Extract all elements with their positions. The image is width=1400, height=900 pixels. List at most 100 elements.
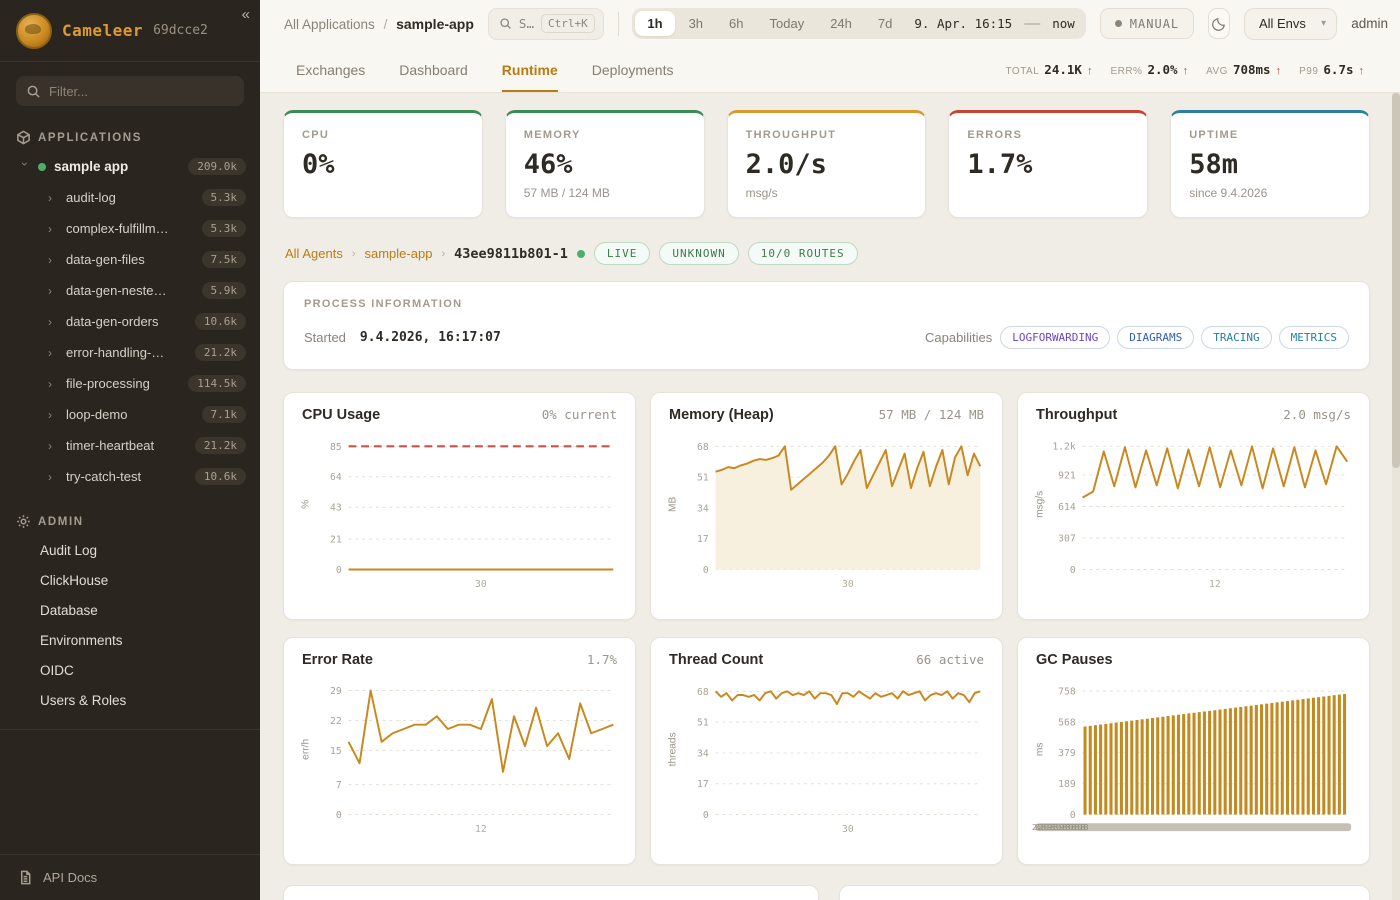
user-label[interactable]: admin [1351,16,1388,31]
sidebar-item-file-processing[interactable]: › file-processing 114.5k [0,368,260,399]
sidebar-item-error-handling-[interactable]: › error-handling-… 21.2k [0,337,260,368]
cameleer-logo-icon [16,12,52,49]
svg-text:12: 12 [1209,579,1221,590]
sidebar-item-data-gen-neste[interactable]: › data-gen-neste… 5.9k [0,275,260,306]
stat-label: TOTAL [1005,66,1040,77]
chevron-right-icon: › [48,283,52,298]
trend-arrow-icon: ↑ [1086,65,1093,77]
range-6h[interactable]: 6h [729,16,744,31]
range-24h[interactable]: 24h [830,16,852,31]
range-3h[interactable]: 3h [688,16,704,31]
environments-select[interactable]: All Envs ▾ [1243,7,1338,40]
chart-card-throughput: Throughput 2.0 msg/s 0 307 614 921 1.2k msg/s 12 [1017,392,1370,620]
search-icon [499,17,512,30]
stat-value: 2.0% [1147,62,1178,77]
search-shortcut: Ctrl+K [540,14,595,33]
manual-dot-icon [1114,20,1122,27]
status-dot [38,162,46,171]
sidebar-collapse-icon[interactable]: « [241,6,250,23]
sidebar-item-data-gen-files[interactable]: › data-gen-files 7.5k [0,244,260,275]
svg-text:202809880988088088: 202809880988088088 [1032,822,1089,832]
document-icon [18,870,33,885]
svg-text:err/h: err/h [301,739,312,760]
range-today[interactable]: Today [769,16,805,31]
timeline-panel: Timeline 4 events ↓ ⟳ [839,885,1370,900]
main-area: All Applications / sample-app S… Ctrl+K … [260,0,1400,900]
metric-value: 0% [302,149,335,180]
sidebar-item-loop-demo[interactable]: › loop-demo 7.1k [0,399,260,430]
api-docs-link[interactable]: API Docs [0,854,260,900]
admin-item-oidc[interactable]: OIDC [40,662,74,678]
metric-card-uptime: UPTIME 58m since 9.4.2026 [1170,110,1370,218]
svg-text:34: 34 [697,503,709,514]
metric-value: 1.7% [967,149,1033,180]
admin-item-users---roles[interactable]: Users & Roles [40,692,127,708]
sidebar-divider [0,729,260,730]
svg-text:51: 51 [697,718,709,729]
sidebar-item-timer-heartbeat[interactable]: › timer-heartbeat 21.2k [0,430,260,461]
chart-card-cpu-usage: CPU Usage 0% current 0 21 43 64 85% 30 [283,392,636,620]
admin-item-clickhouse[interactable]: ClickHouse [40,572,109,588]
range-to[interactable]: now [1052,16,1075,31]
sidebar-item-data-gen-orders[interactable]: › data-gen-orders 10.6k [0,306,260,337]
applications-section-header: APPLICATIONS [0,114,260,151]
dark-mode-toggle[interactable] [1208,8,1230,39]
tab-exchanges[interactable]: Exchanges [296,61,366,78]
search-input[interactable]: S… Ctrl+K [487,7,604,40]
started-value: 9.4.2026, 16:17:07 [359,330,501,345]
svg-text:307: 307 [1058,533,1076,544]
svg-text:921: 921 [1058,470,1076,481]
agent-badge: 10/0 ROUTES [747,242,858,265]
tab-deployments[interactable]: Deployments [591,61,674,78]
started-label: Started [304,330,346,345]
chevron-right-icon: › [48,190,52,205]
sidebar-item-label: data-gen-neste… [66,283,167,298]
sidebar-item-label: file-processing [66,376,150,391]
chart-current-value: 2.0 msg/s [1283,407,1351,422]
chevron-right-icon: › [48,469,52,484]
chevron-right-icon: › [441,247,446,260]
cube-icon [16,130,31,145]
chart-plot: 0 17 34 51 68 threads 30 [668,687,981,835]
breadcrumb-root[interactable]: All Applications [284,16,375,32]
all-agents-link[interactable]: All Agents [285,246,343,261]
metric-label: MEMORY [523,129,581,141]
topbar: All Applications / sample-app S… Ctrl+K … [260,0,1400,47]
chart-current-value: 1.7% [586,652,617,667]
application-log-panel: APPLICATION LOG 100 entries ↓ ⟳ [283,885,819,900]
chart-title: Thread Count [669,652,764,668]
tab-dashboard[interactable]: Dashboard [399,61,468,78]
svg-text:21: 21 [330,535,342,546]
tab-runtime[interactable]: Runtime [501,47,558,92]
sidebar-item-label: data-gen-files [66,252,145,267]
svg-text:0: 0 [336,565,342,576]
sidebar-item-label: timer-heartbeat [66,438,155,453]
chevron-right-icon: › [48,438,52,453]
scrollbar-track[interactable] [1392,93,1400,900]
sidebar-filter-input[interactable]: Filter... [16,76,244,106]
svg-text:threads: threads [668,732,679,766]
sidebar-item-audit-log[interactable]: › audit-log 5.3k [0,182,260,213]
filter-placeholder: Filter... [49,83,89,99]
manual-refresh-button[interactable]: MANUAL [1099,8,1195,39]
chevron-down-icon[interactable]: › [18,161,32,166]
gear-icon [16,514,31,529]
capability-pill-logforwarding: LOGFORWARDING [1000,326,1111,349]
range-from[interactable]: 9. Apr. 16:15 [914,16,1013,31]
range-7d[interactable]: 7d [877,16,893,31]
sidebar-item-try-catch-test[interactable]: › try-catch-test 10.6k [0,461,260,492]
sidebar-item-complex-fulfillm[interactable]: › complex-fulfillm… 5.3k [0,213,260,244]
admin-item-database[interactable]: Database [40,602,98,618]
chevron-right-icon: › [351,247,356,260]
count-badge: 209.0k [188,158,246,175]
admin-item-environments[interactable]: Environments [40,632,123,648]
charts-grid: CPU Usage 0% current 0 21 43 64 85% 30 Memory (H… [283,392,1370,865]
svg-text:30: 30 [842,579,854,590]
agent-app-link[interactable]: sample-app [364,246,433,261]
chevron-right-icon: › [48,314,52,329]
scrollbar-thumb[interactable] [1392,93,1400,468]
moon-icon [1212,17,1225,31]
range-1h[interactable]: 1h [635,11,675,36]
admin-item-audit-log[interactable]: Audit Log [40,542,98,558]
sidebar-item-sample-app[interactable]: › sample app 209.0k [0,151,260,182]
